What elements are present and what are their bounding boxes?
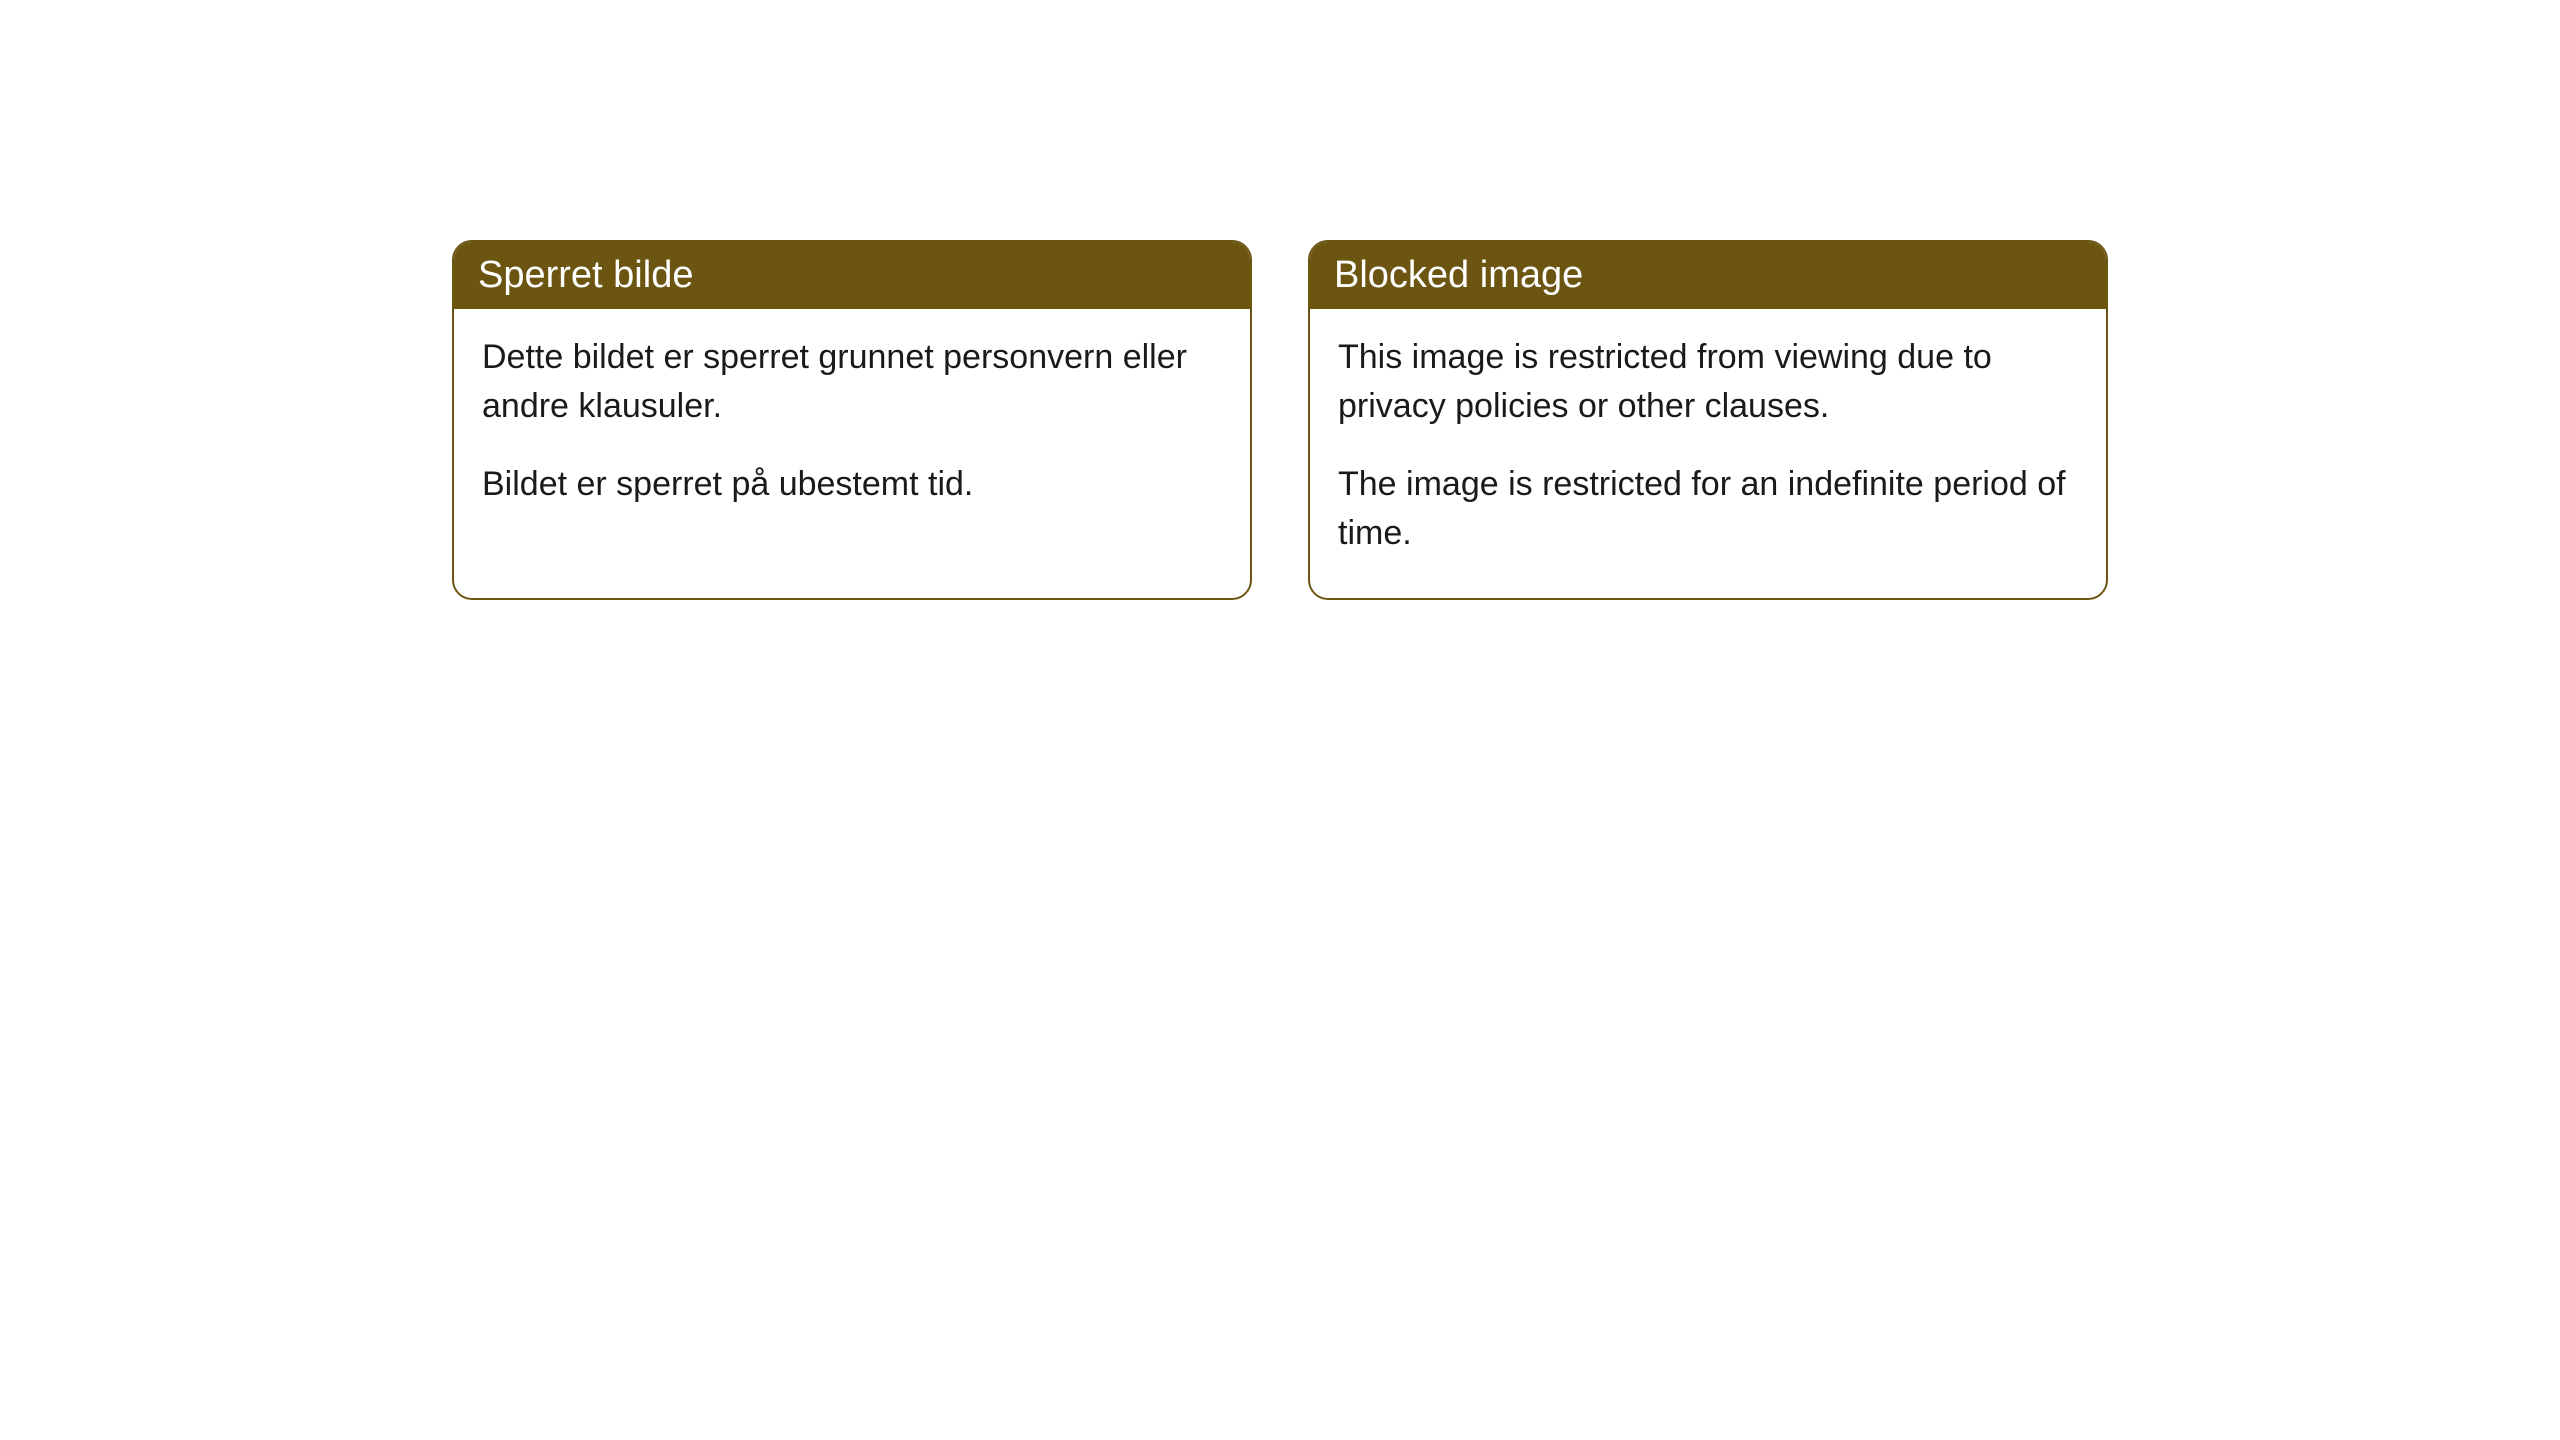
card-body: Dette bildet er sperret grunnet personve… [454, 309, 1250, 549]
card-title: Sperret bilde [478, 254, 693, 296]
blocked-image-card-english: Blocked image This image is restricted f… [1308, 240, 2108, 600]
card-header: Blocked image [1310, 242, 2106, 309]
card-paragraph-1: This image is restricted from viewing du… [1338, 333, 2078, 432]
notice-cards-container: Sperret bilde Dette bildet er sperret gr… [0, 240, 2560, 600]
card-header: Sperret bilde [454, 242, 1250, 309]
blocked-image-card-norwegian: Sperret bilde Dette bildet er sperret gr… [452, 240, 1252, 600]
card-title: Blocked image [1334, 254, 1583, 296]
card-paragraph-1: Dette bildet er sperret grunnet personve… [482, 333, 1222, 432]
card-paragraph-2: Bildet er sperret på ubestemt tid. [482, 460, 1222, 509]
card-paragraph-2: The image is restricted for an indefinit… [1338, 460, 2078, 559]
card-body: This image is restricted from viewing du… [1310, 309, 2106, 598]
